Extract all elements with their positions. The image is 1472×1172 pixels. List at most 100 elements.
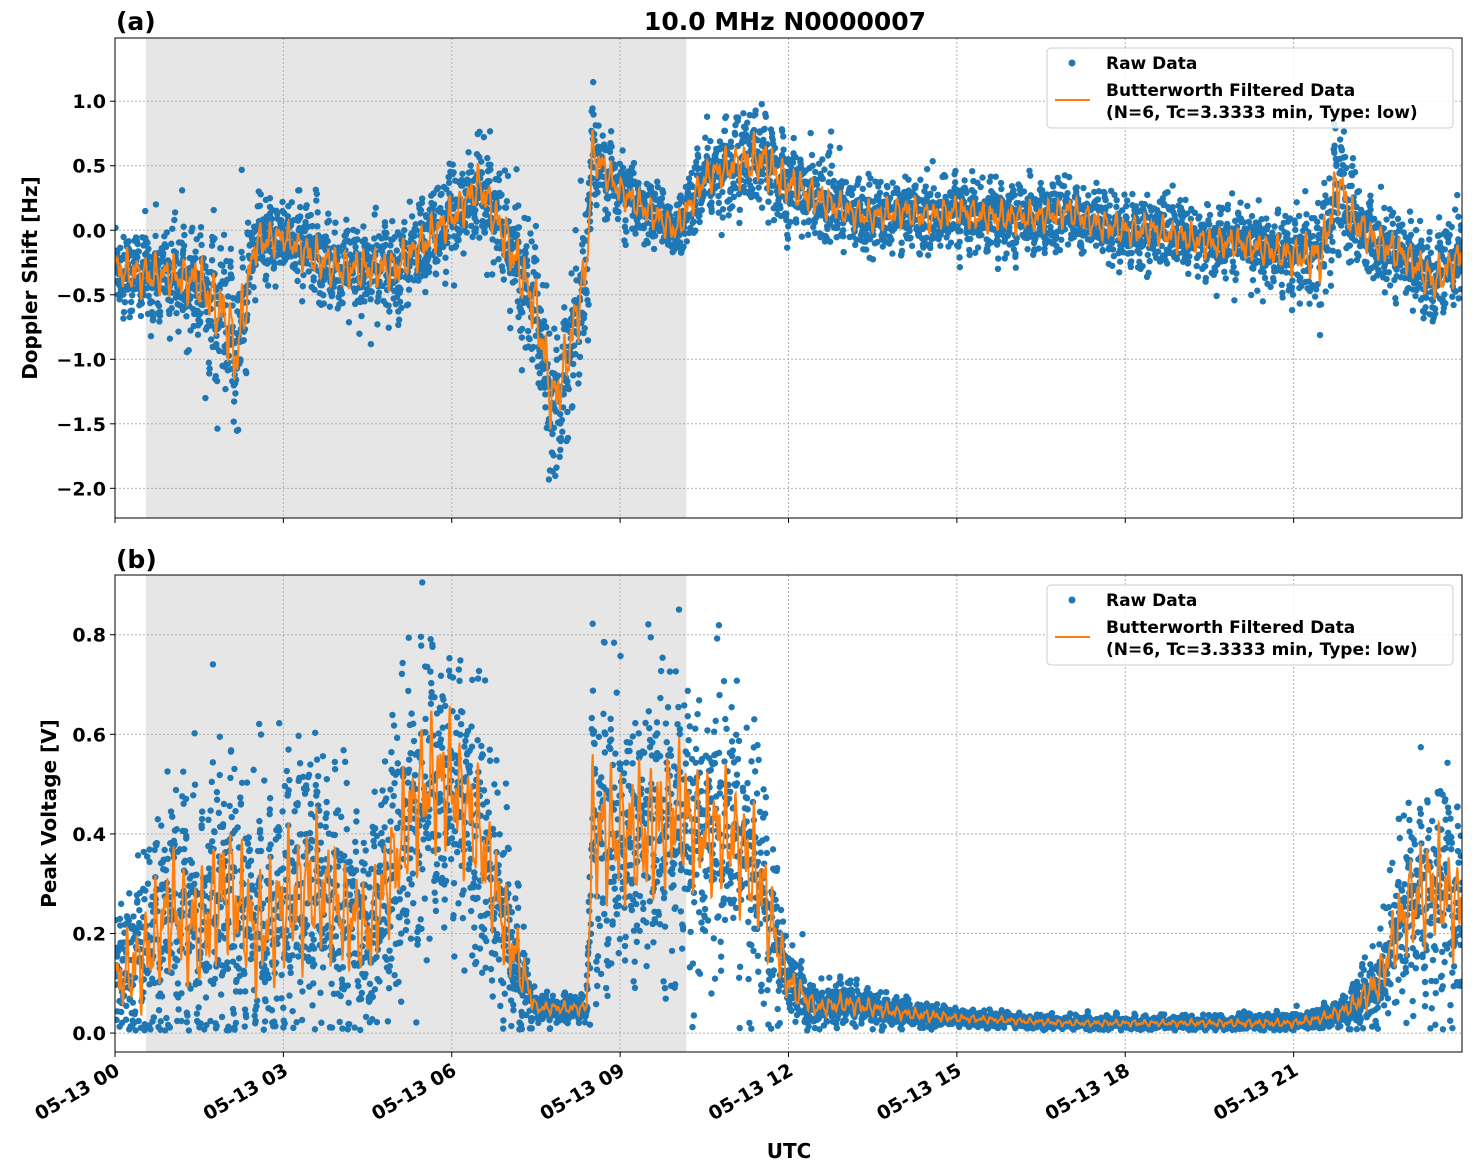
- raw-data-point: [432, 271, 440, 278]
- raw-data-point: [332, 219, 339, 226]
- raw-data-point: [501, 167, 509, 174]
- raw-data-point: [142, 207, 149, 215]
- raw-data-point: [1303, 211, 1310, 218]
- raw-data-point: [1231, 297, 1238, 304]
- raw-data-point: [147, 332, 155, 340]
- raw-data-point: [577, 177, 585, 184]
- raw-data-point: [827, 143, 834, 150]
- raw-data-point: [1116, 258, 1124, 265]
- raw-data-point: [922, 183, 929, 190]
- raw-data-point: [1328, 257, 1335, 264]
- raw-data-point: [793, 219, 800, 226]
- raw-data-point: [180, 242, 188, 249]
- raw-data-point: [556, 453, 563, 461]
- raw-data-point: [542, 404, 549, 411]
- raw-data-point: [442, 254, 449, 261]
- raw-data-point: [183, 313, 190, 320]
- raw-data-point: [770, 216, 778, 224]
- raw-data-point: [565, 385, 572, 393]
- raw-data-point: [405, 286, 413, 293]
- raw-data-point: [171, 209, 179, 216]
- raw-data-point: [1278, 281, 1286, 289]
- raw-data-point: [630, 169, 637, 177]
- raw-data-point: [1106, 202, 1113, 209]
- raw-data-point: [551, 325, 558, 332]
- raw-data-point: [1080, 248, 1087, 255]
- raw-data-point: [740, 110, 747, 117]
- raw-data-point: [155, 302, 163, 310]
- raw-data-point: [219, 321, 226, 329]
- raw-data-point: [924, 252, 932, 259]
- raw-data-point: [956, 254, 963, 261]
- raw-data-point: [465, 149, 472, 156]
- raw-data-point: [1123, 197, 1131, 204]
- raw-data-point: [392, 277, 400, 285]
- raw-data-point: [425, 263, 433, 271]
- raw-data-point: [694, 145, 701, 152]
- raw-data-point: [543, 324, 550, 331]
- raw-data-point: [593, 201, 600, 209]
- raw-data-point: [1145, 269, 1152, 277]
- raw-data-point: [971, 189, 978, 196]
- raw-data-point: [1073, 184, 1080, 191]
- raw-data-point: [912, 182, 919, 189]
- raw-data-point: [808, 151, 816, 159]
- raw-data-point: [590, 111, 597, 118]
- raw-data-point: [761, 125, 768, 133]
- raw-data-point: [889, 250, 896, 257]
- raw-data-point: [1321, 179, 1328, 187]
- raw-data-point: [951, 179, 959, 186]
- raw-data-point: [1221, 268, 1228, 276]
- raw-data-point: [1367, 192, 1374, 199]
- raw-data-point: [876, 189, 884, 197]
- raw-data-point: [1065, 173, 1073, 181]
- raw-data-point: [1163, 260, 1171, 267]
- raw-data-point: [826, 238, 834, 245]
- raw-data-point: [399, 233, 407, 240]
- raw-data-point: [608, 143, 615, 150]
- raw-data-point: [506, 307, 514, 315]
- raw-data-point: [1260, 268, 1267, 276]
- raw-data-point: [169, 225, 176, 232]
- raw-data-point: [434, 257, 441, 265]
- raw-data-point: [412, 221, 419, 228]
- raw-data-point: [1219, 204, 1226, 212]
- raw-data-point: [759, 170, 767, 178]
- raw-data-point: [994, 265, 1002, 273]
- raw-data-point: [813, 181, 821, 188]
- raw-data-point: [736, 206, 744, 214]
- raw-data-point: [437, 204, 444, 212]
- raw-data-point: [998, 185, 1005, 193]
- raw-data-point: [368, 288, 375, 296]
- raw-data-point: [584, 337, 592, 344]
- raw-data-point: [202, 394, 209, 402]
- raw-data-point: [819, 175, 827, 183]
- raw-data-point: [788, 190, 795, 197]
- raw-data-point: [163, 229, 171, 236]
- raw-data-point: [888, 236, 895, 244]
- raw-data-point: [149, 314, 157, 321]
- raw-data-point: [360, 223, 367, 230]
- raw-data-point: [128, 307, 136, 314]
- raw-data-point: [271, 260, 278, 267]
- raw-data-point: [622, 241, 629, 249]
- raw-data-point: [243, 369, 250, 377]
- raw-data-point: [250, 283, 257, 291]
- raw-data-point: [115, 224, 119, 231]
- raw-data-point: [442, 280, 449, 287]
- raw-data-point: [956, 238, 963, 246]
- raw-data-point: [719, 214, 726, 221]
- raw-data-point: [358, 312, 365, 320]
- raw-data-point: [758, 204, 766, 211]
- raw-data-point: [152, 201, 160, 208]
- raw-data-point: [344, 227, 352, 234]
- raw-data-point: [1024, 245, 1031, 253]
- raw-data-point: [798, 233, 806, 240]
- raw-data-point: [583, 289, 590, 296]
- raw-data-point: [623, 228, 630, 235]
- raw-data-point: [125, 237, 132, 245]
- raw-data-point: [809, 162, 816, 169]
- raw-data-point: [728, 143, 735, 150]
- raw-data-point: [1343, 164, 1350, 172]
